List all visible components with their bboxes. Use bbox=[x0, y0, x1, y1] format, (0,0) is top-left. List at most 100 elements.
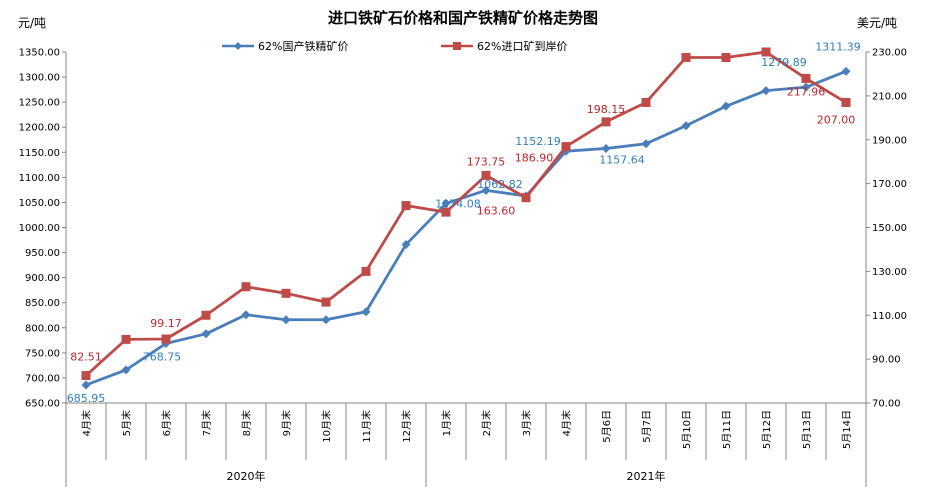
left-tick-label: 1350.00 bbox=[19, 48, 60, 59]
left-tick-label: 650.00 bbox=[25, 399, 60, 410]
domestic-data-label: 685.95 bbox=[67, 392, 106, 405]
right-tick-label: 90.00 bbox=[872, 355, 901, 366]
domestic-price-line bbox=[85, 70, 847, 387]
category-label: 8月末 bbox=[240, 410, 253, 436]
domestic-data-label: 1311.39 bbox=[815, 40, 861, 53]
domestic-point bbox=[481, 185, 491, 195]
legend-item-import: 62%进口矿到岸价 bbox=[441, 40, 567, 53]
left-tick-label: 850.00 bbox=[25, 298, 60, 309]
import-point bbox=[81, 371, 91, 381]
import-data-label: 173.75 bbox=[467, 155, 506, 168]
left-tick-label: 1250.00 bbox=[19, 98, 60, 109]
chart-title: 进口铁矿石价格和国产铁精矿价格走势图 bbox=[328, 9, 598, 27]
category-label: 3月末 bbox=[520, 410, 533, 436]
domestic-point bbox=[121, 365, 131, 375]
left-axis-unit: 元/吨 bbox=[18, 16, 46, 30]
left-tick-label: 900.00 bbox=[25, 273, 60, 284]
import-point bbox=[721, 52, 731, 62]
category-label: 6月末 bbox=[160, 410, 173, 436]
import-point bbox=[161, 334, 171, 344]
category-label: 12月末 bbox=[400, 410, 413, 443]
category-label: 7月末 bbox=[200, 410, 213, 436]
domestic-point bbox=[241, 310, 251, 320]
import-point bbox=[841, 97, 851, 107]
right-tick-label: 130.00 bbox=[872, 267, 907, 278]
domestic-data-label: 1074.08 bbox=[435, 197, 481, 210]
legend-item-domestic: 62%国产铁精矿价 bbox=[222, 39, 348, 53]
right-tick-label: 150.00 bbox=[872, 223, 907, 234]
domestic-point bbox=[201, 329, 211, 339]
left-tick-label: 800.00 bbox=[25, 323, 60, 334]
domestic-point bbox=[641, 139, 651, 149]
category-label: 5月6日 bbox=[601, 410, 613, 443]
import-point bbox=[481, 170, 491, 180]
legend: 62%国产铁精矿价 62%进口矿到岸价 bbox=[222, 39, 567, 53]
domestic-data-label: 1279.89 bbox=[761, 56, 807, 69]
import-point bbox=[561, 142, 571, 152]
import-data-label: 99.17 bbox=[150, 317, 182, 330]
import-point bbox=[281, 288, 291, 298]
year-group-label: 2021年 bbox=[627, 469, 666, 483]
import-point bbox=[241, 282, 251, 292]
import-point bbox=[601, 117, 611, 127]
category-label: 5月13日 bbox=[801, 410, 813, 449]
import-data-label: 82.51 bbox=[70, 351, 102, 364]
left-tick-label: 1150.00 bbox=[19, 148, 60, 159]
domestic-data-label: 768.75 bbox=[143, 350, 182, 363]
import-point bbox=[401, 201, 411, 211]
axes: 650.00 700.00 750.00 800.00 850.00 900.00 950.… bbox=[19, 48, 907, 487]
import-price-line bbox=[85, 50, 847, 377]
left-tick-label: 1300.00 bbox=[19, 73, 60, 84]
import-point bbox=[681, 52, 691, 62]
domestic-point bbox=[361, 307, 371, 317]
domestic-point bbox=[841, 66, 851, 76]
category-label: 5月11日 bbox=[721, 410, 733, 449]
import-data-label: 217.96 bbox=[787, 85, 826, 98]
import-data-label: 207.00 bbox=[817, 113, 856, 126]
category-label: 5月末 bbox=[120, 410, 133, 436]
category-label: 1月末 bbox=[440, 410, 453, 436]
category-label: 2月末 bbox=[480, 410, 493, 436]
import-data-label: 198.15 bbox=[587, 103, 626, 116]
category-label: 5月7日 bbox=[641, 410, 653, 443]
domestic-point bbox=[401, 240, 411, 250]
left-tick-label: 1000.00 bbox=[19, 223, 60, 234]
domestic-point bbox=[321, 315, 331, 325]
domestic-data-label: 1152.19 bbox=[515, 135, 561, 148]
import-point bbox=[121, 334, 131, 344]
category-label: 5月12日 bbox=[761, 410, 773, 449]
legend-label-import: 62%进口矿到岸价 bbox=[477, 40, 567, 53]
import-point bbox=[761, 47, 771, 57]
import-point bbox=[441, 207, 451, 217]
domestic-point bbox=[721, 101, 731, 111]
domestic-point bbox=[601, 143, 611, 153]
left-tick-label: 700.00 bbox=[25, 373, 60, 384]
category-label: 5月14日 bbox=[841, 410, 853, 449]
domestic-point bbox=[81, 380, 91, 390]
category-label: 9月末 bbox=[280, 410, 293, 436]
category-label: 5月10日 bbox=[681, 410, 693, 449]
category-label: 10月末 bbox=[320, 410, 333, 443]
import-data-label: 186.90 bbox=[515, 152, 554, 165]
import-point bbox=[521, 193, 531, 203]
domestic-point bbox=[681, 121, 691, 131]
data-labels: 685.95 768.75 1074.08 1062.82 1152.19 1157.64… bbox=[67, 40, 861, 405]
import-point bbox=[201, 310, 211, 320]
right-tick-label: 110.00 bbox=[872, 311, 907, 322]
domestic-point bbox=[441, 198, 451, 208]
left-tick-label: 1050.00 bbox=[19, 198, 60, 209]
legend-label-domestic: 62%国产铁精矿价 bbox=[258, 39, 348, 53]
legend-square-marker bbox=[453, 42, 461, 50]
domestic-point bbox=[761, 86, 771, 96]
left-tick-label: 1200.00 bbox=[19, 123, 60, 134]
year-group-label: 2020年 bbox=[227, 469, 266, 483]
right-tick-label: 210.00 bbox=[872, 91, 907, 102]
right-tick-label: 170.00 bbox=[872, 179, 907, 190]
right-tick-label: 190.00 bbox=[872, 135, 907, 146]
series-layer bbox=[81, 47, 851, 390]
import-point bbox=[321, 297, 331, 307]
right-tick-label: 70.00 bbox=[872, 399, 901, 410]
right-tick-label: 230.00 bbox=[872, 48, 907, 59]
